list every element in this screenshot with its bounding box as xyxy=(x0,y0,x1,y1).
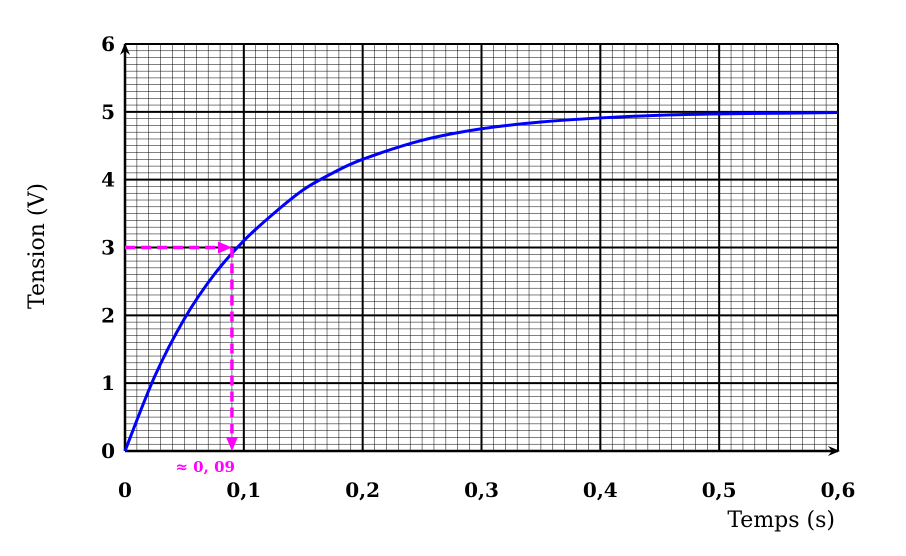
y-tick-label: 5 xyxy=(101,100,115,124)
series xyxy=(123,111,839,452)
y-tick-label: 0 xyxy=(101,439,115,463)
tick-labels: 0 1 2 3 4 5 6 0 0,1 0,2 0,3 0,4 0,5 0,6 xyxy=(101,32,855,502)
y-tick-label: 3 xyxy=(101,236,115,260)
annotation-label: ≈ 0, 09 xyxy=(175,458,235,476)
y-tick-label: 4 xyxy=(101,168,115,192)
x-tick-label: 0,1 xyxy=(226,478,261,502)
annotation-horizontal-arrow xyxy=(217,241,232,254)
y-axis-arrow xyxy=(120,43,130,55)
x-axis-arrow xyxy=(828,446,840,456)
annotation: ≈ 0, 09 xyxy=(125,241,238,476)
series-line xyxy=(123,111,839,452)
x-tick-label: 0,6 xyxy=(821,478,856,502)
y-axis-label: Tension (V) xyxy=(25,183,50,309)
y-tick-label: 2 xyxy=(101,303,115,327)
annotation-vertical-arrow xyxy=(225,437,238,451)
x-tick-label: 0,3 xyxy=(464,478,499,502)
y-tick-label: 1 xyxy=(101,371,115,395)
x-tick-label: 0,4 xyxy=(583,478,618,502)
x-axis-label: Temps (s) xyxy=(727,508,835,533)
x-tick-label: 0,5 xyxy=(702,478,737,502)
x-tick-label: 0,2 xyxy=(345,478,380,502)
y-tick-label: 6 xyxy=(101,32,115,56)
x-tick-label: 0 xyxy=(118,478,132,502)
